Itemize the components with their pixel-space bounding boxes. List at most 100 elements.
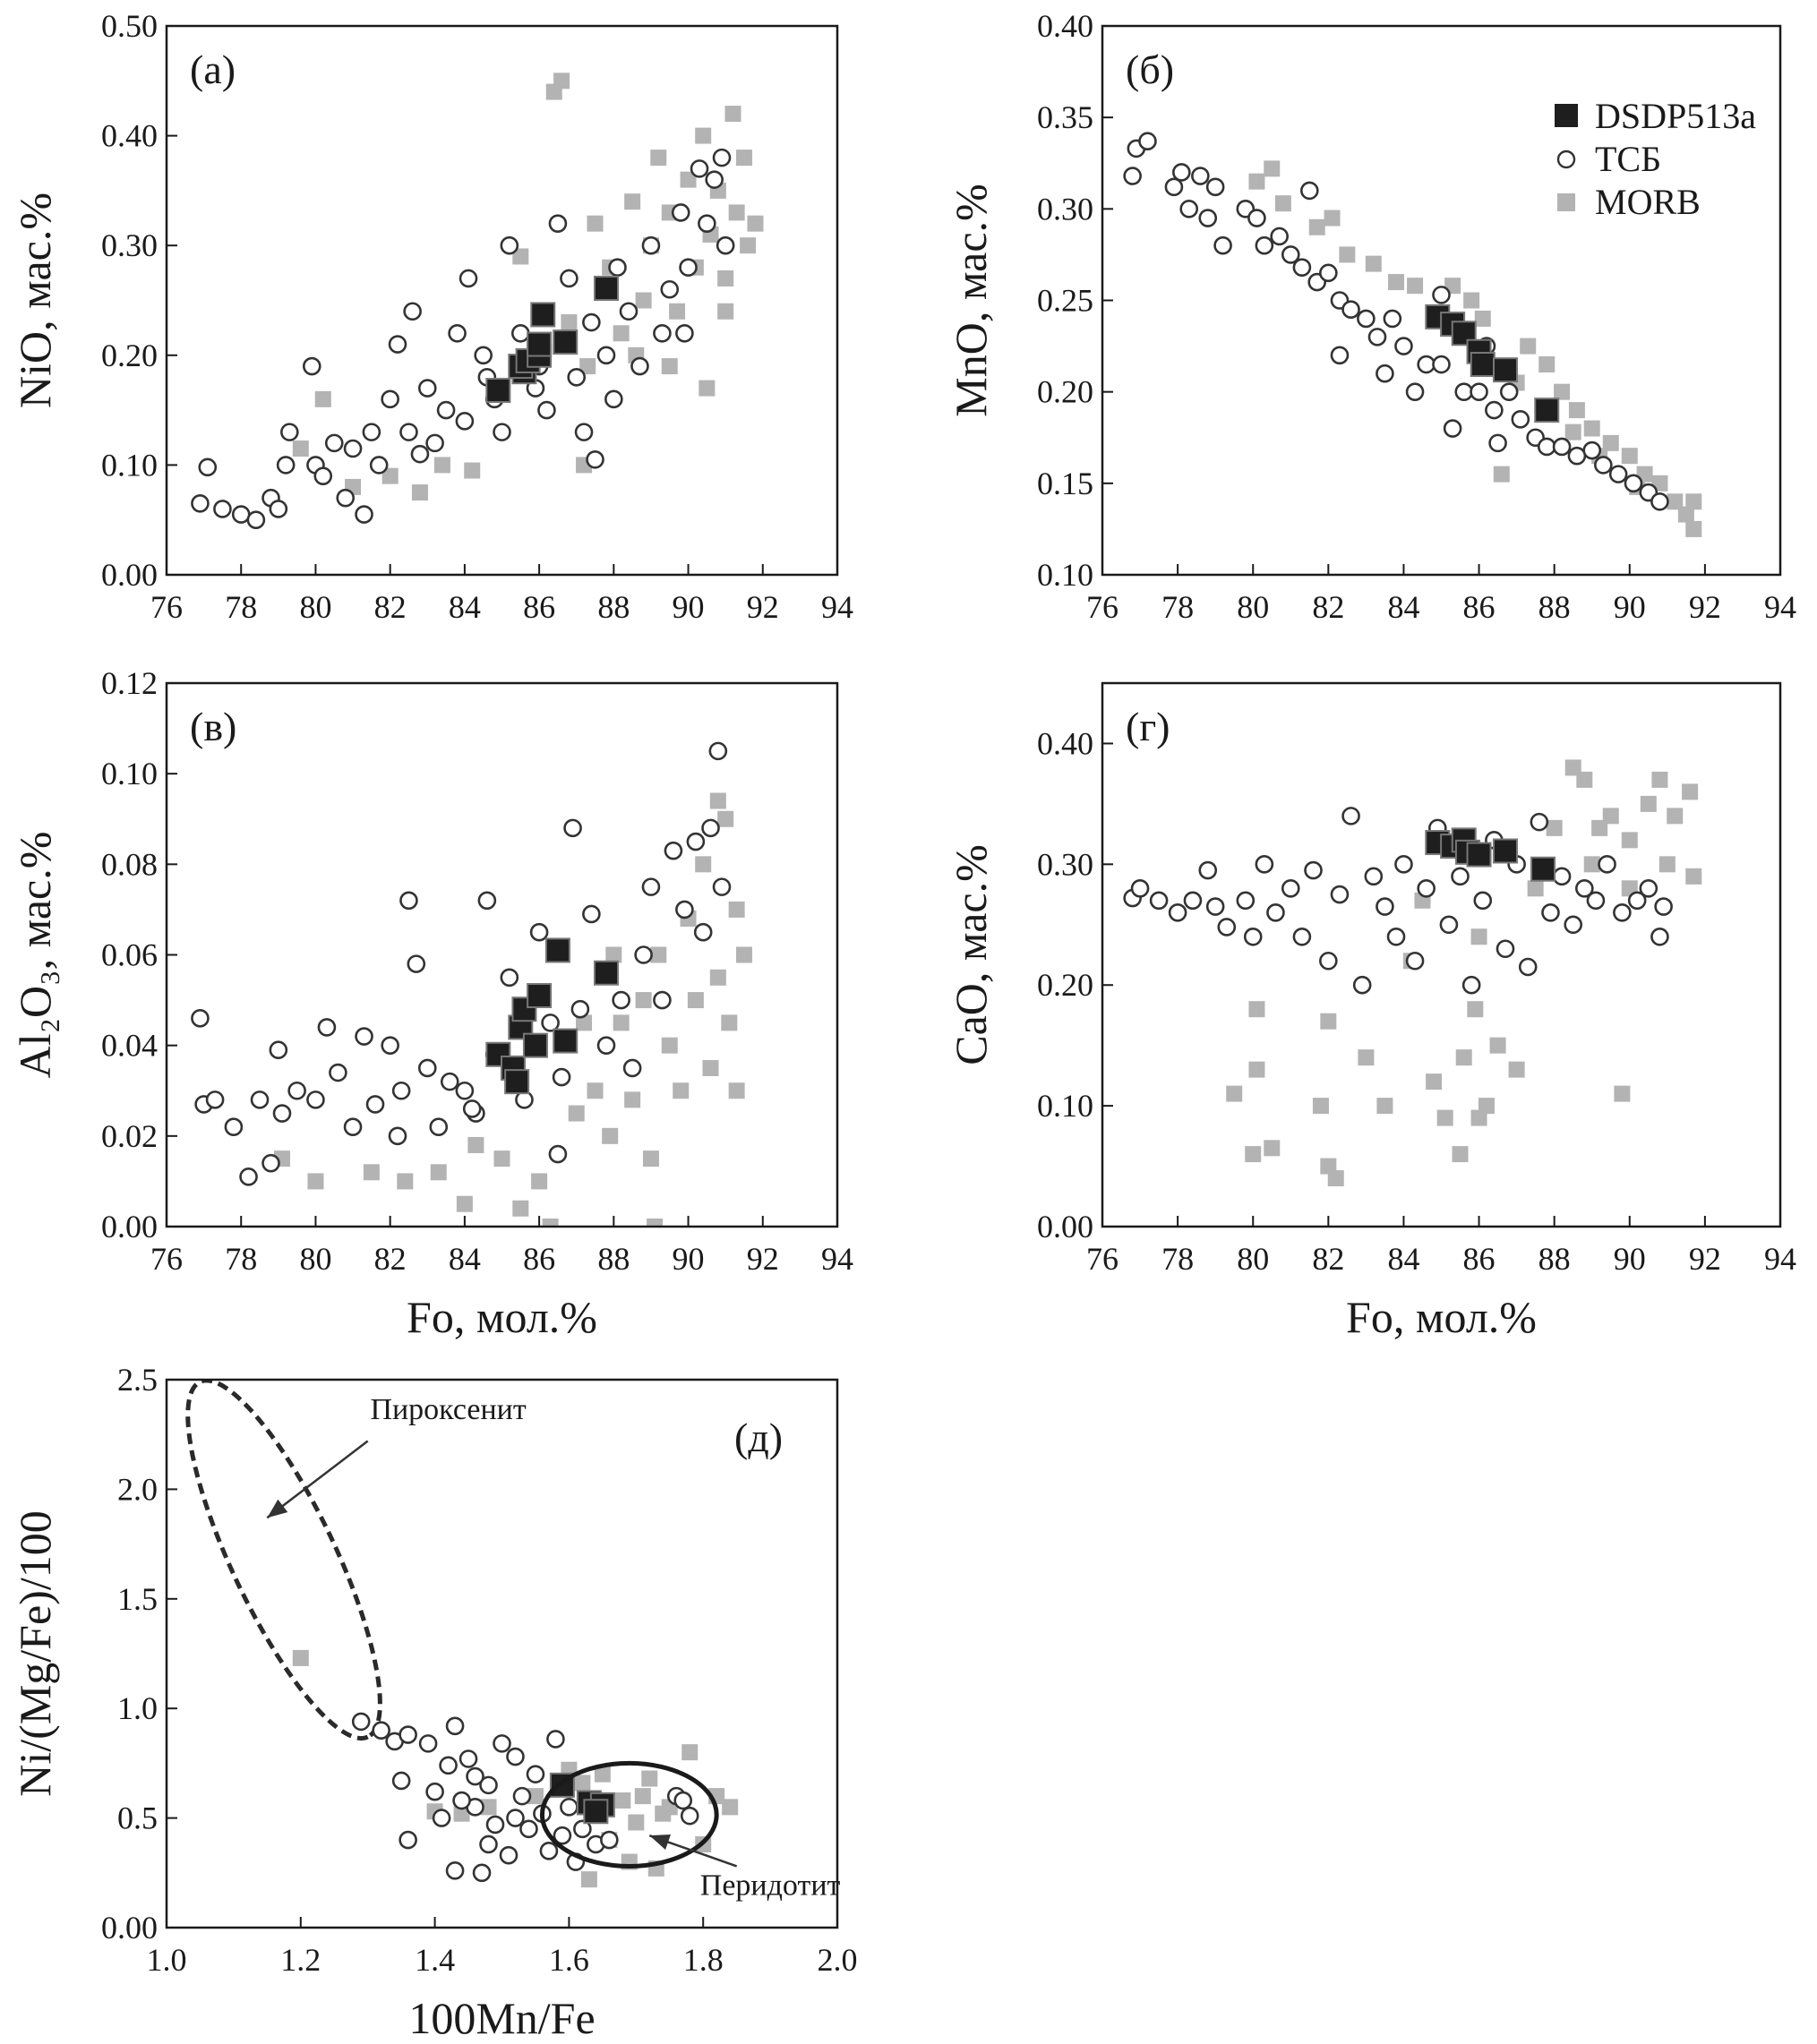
tsb-point xyxy=(343,439,363,458)
y-tick-label: 0.10 xyxy=(101,756,158,791)
morb-point xyxy=(673,1082,690,1099)
tsb-point xyxy=(1564,915,1582,935)
tsb-point xyxy=(1281,879,1300,898)
morb-point xyxy=(1568,402,1585,419)
tsb-point xyxy=(429,1117,449,1137)
morb-point xyxy=(1602,434,1619,451)
y-tick-label: 0.00 xyxy=(101,1209,158,1244)
tsb-point xyxy=(355,1027,373,1046)
dsdp513a-point xyxy=(1530,856,1556,882)
morb-point xyxy=(747,215,764,232)
tsb-point xyxy=(261,1153,280,1173)
x-axis-label: Fo, мол.% xyxy=(407,1292,597,1342)
tsb-point xyxy=(1485,400,1504,420)
tsb-point xyxy=(362,423,381,441)
morb-point xyxy=(709,792,726,809)
morb-point xyxy=(527,1788,544,1805)
tsb-point xyxy=(570,999,590,1019)
tsb-point xyxy=(573,1819,592,1839)
tsb-point xyxy=(1586,891,1606,911)
panel-label: (а) xyxy=(190,47,236,92)
tsb-point xyxy=(1654,897,1673,916)
morb-point xyxy=(1685,868,1702,885)
tsb-point xyxy=(1319,263,1338,283)
x-tick-label: 76 xyxy=(1086,589,1118,625)
panel-label: (д) xyxy=(734,1415,783,1460)
pyroxenite-field-ellipse xyxy=(185,1380,382,1741)
tsb-point xyxy=(567,368,587,387)
tsb-point xyxy=(1319,951,1338,971)
tsb-point xyxy=(499,1845,519,1865)
y-tick-label: 0.5 xyxy=(117,1800,158,1836)
tsb-point xyxy=(455,1081,475,1100)
x-tick-label: 80 xyxy=(299,589,331,625)
x-tick-label: 1.6 xyxy=(549,1942,589,1978)
morb-point xyxy=(635,992,652,1009)
dsdp513a-point xyxy=(504,1069,530,1095)
morb-point xyxy=(1388,274,1405,291)
tsb-point xyxy=(440,1072,459,1091)
y-tick-label: 0.04 xyxy=(101,1028,158,1064)
tsb-point xyxy=(399,1725,417,1744)
chart-panel-4: 76 78 80 82 84 86 88 90 92 94 0.00 0.10 0.20 0.30 0.40… xyxy=(946,681,1796,1342)
annotation-arrowhead-icon xyxy=(267,1499,288,1518)
y-tick-label: 0.02 xyxy=(101,1118,158,1154)
chart-panel-1: 76 78 80 82 84 86 88 90 92 94 0.00 0.10 0.20 0.30 0.40… xyxy=(10,8,853,625)
tsb-point xyxy=(329,1063,347,1082)
panel-label: (в) xyxy=(190,704,236,749)
morb-point xyxy=(687,992,704,1009)
x-tick-label: 88 xyxy=(597,589,630,625)
tsb-point xyxy=(712,148,732,167)
dsdp513a-point xyxy=(1492,357,1518,383)
x-tick-label: 1.4 xyxy=(415,1942,455,1978)
morb-point xyxy=(1591,819,1608,836)
tsb-point xyxy=(1496,939,1515,959)
y-tick-label: 0.20 xyxy=(101,338,158,373)
tsb-point xyxy=(1341,807,1360,825)
chart-panel-3: 76 78 80 82 84 86 88 90 92 94 0.00 0.02 0.04 0.06 0.08… xyxy=(10,665,853,1342)
tsb-point xyxy=(1439,915,1459,935)
tsb-point xyxy=(477,891,497,911)
morb-point xyxy=(1508,1061,1525,1078)
morb-point xyxy=(728,901,745,918)
tsb-point xyxy=(660,279,680,299)
tsb-point xyxy=(582,904,601,924)
morb-point xyxy=(681,1744,699,1761)
x-tick-label: 94 xyxy=(821,1241,853,1277)
y-axis-label: CaO, мас.% xyxy=(946,844,996,1065)
morb-point xyxy=(576,1014,593,1031)
dsdp513a-point xyxy=(544,937,570,963)
morb-point xyxy=(1682,783,1699,800)
tsb-point xyxy=(445,1716,465,1736)
tsb-point xyxy=(365,1095,385,1114)
y-tick-label: 0.30 xyxy=(1037,846,1093,882)
tsb-point xyxy=(459,269,478,288)
tsb-point xyxy=(1357,309,1376,329)
morb-point xyxy=(613,325,630,342)
y-tick-label: 0.30 xyxy=(1037,191,1093,227)
morb-point xyxy=(292,1649,309,1666)
tsb-point xyxy=(1608,465,1628,483)
tsb-point xyxy=(198,458,218,477)
tsb-point xyxy=(1613,902,1632,922)
plot-area xyxy=(191,741,752,1227)
x-tick-label: 84 xyxy=(1387,1241,1419,1277)
tsb-point xyxy=(679,258,698,278)
morb-point xyxy=(642,1150,659,1167)
morb-point xyxy=(1324,210,1341,227)
tsb-point xyxy=(546,1730,565,1749)
tsb-point xyxy=(608,258,627,278)
morb-point xyxy=(614,1792,631,1809)
x-axis-label: Fo, мол.% xyxy=(1346,1292,1537,1342)
tsb-point xyxy=(1191,167,1210,185)
tsb-point xyxy=(619,302,639,321)
tsb-point xyxy=(1281,245,1300,264)
morb-point xyxy=(650,946,667,963)
tsb-point xyxy=(1205,177,1225,197)
morb-point xyxy=(634,1788,651,1805)
tsb-point xyxy=(1183,891,1203,911)
tsb-point xyxy=(500,235,519,255)
tsb-point xyxy=(1582,440,1602,460)
x-tick-label: 76 xyxy=(1086,1241,1118,1277)
tsb-point xyxy=(506,1809,525,1827)
